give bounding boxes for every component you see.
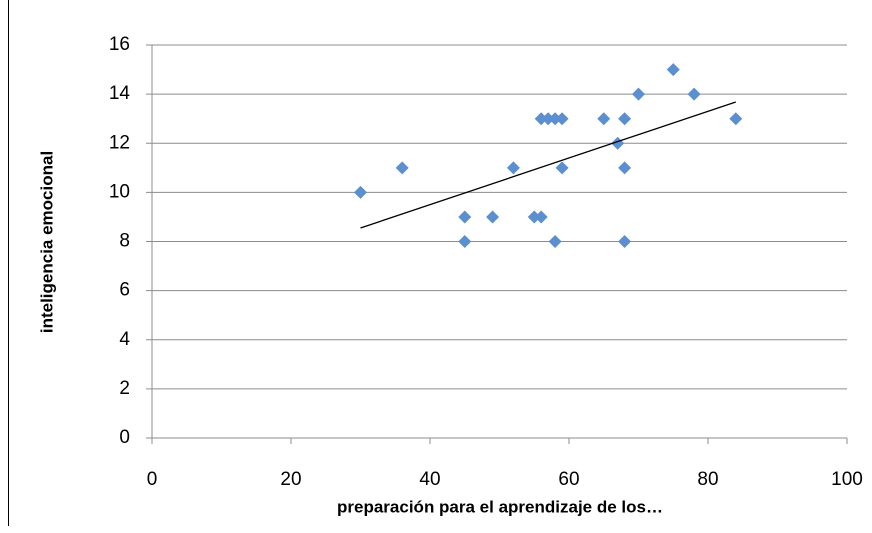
point — [555, 112, 569, 126]
x-tick-label: 0 — [147, 469, 158, 490]
y-tick-label: 12 — [109, 132, 130, 153]
point — [729, 112, 743, 126]
x-tick-label: 20 — [280, 469, 301, 490]
point — [618, 161, 632, 175]
trendline — [360, 101, 737, 229]
x-tick-label: 100 — [831, 469, 863, 490]
y-tick-label: 2 — [119, 378, 130, 399]
point — [534, 112, 548, 126]
x-tick-label: 80 — [697, 469, 718, 490]
y-axis-title: inteligencia emocional — [37, 151, 56, 333]
point — [618, 112, 632, 126]
point — [666, 63, 680, 77]
point — [555, 161, 569, 175]
point — [687, 87, 701, 101]
point — [458, 235, 472, 248]
point — [548, 235, 562, 248]
y-tick-label: 4 — [119, 329, 130, 350]
y-tick-label: 16 — [109, 34, 130, 55]
y-tick-label: 14 — [109, 83, 131, 104]
point — [541, 112, 555, 126]
point — [395, 161, 409, 175]
x-tick-label: 40 — [419, 469, 440, 490]
y-tick-label: 6 — [119, 280, 130, 301]
y-tick-label: 8 — [119, 231, 130, 252]
y-tick-label: 0 — [119, 427, 130, 448]
y-tick-label: 10 — [109, 181, 130, 202]
point — [534, 210, 548, 224]
point — [632, 87, 645, 101]
point — [458, 210, 472, 224]
point — [597, 112, 611, 126]
point — [527, 210, 541, 224]
point — [506, 161, 520, 175]
point — [486, 210, 500, 224]
x-tick-label: 60 — [558, 469, 579, 490]
point — [354, 185, 367, 199]
x-axis-title: preparación para el aprendizaje de los… — [337, 497, 663, 516]
point — [548, 112, 562, 126]
point — [618, 235, 632, 248]
